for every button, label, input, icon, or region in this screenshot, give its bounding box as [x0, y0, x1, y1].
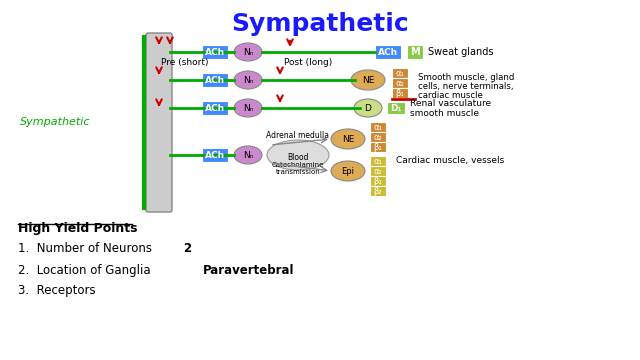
Text: cardiac muscle: cardiac muscle [418, 90, 483, 99]
Text: ACh: ACh [205, 48, 225, 57]
Text: D: D [365, 104, 371, 112]
Ellipse shape [354, 99, 382, 117]
Ellipse shape [267, 140, 329, 170]
Text: NE: NE [362, 76, 374, 85]
FancyBboxPatch shape [202, 73, 228, 87]
Text: ACh: ACh [378, 48, 398, 57]
Text: β₁: β₁ [374, 143, 382, 152]
FancyBboxPatch shape [392, 88, 408, 98]
Text: β₁: β₁ [396, 89, 404, 98]
FancyBboxPatch shape [146, 33, 172, 212]
Text: Renal vasculature: Renal vasculature [410, 99, 491, 108]
Text: Blood: Blood [287, 153, 308, 162]
Text: D₁: D₁ [390, 104, 402, 112]
Text: β₁: β₁ [374, 176, 382, 185]
Text: NE: NE [342, 135, 354, 144]
Ellipse shape [234, 43, 262, 61]
Text: α₂: α₂ [374, 166, 382, 176]
Text: Paravertebral: Paravertebral [203, 264, 294, 277]
Text: 2.  Location of Ganglia: 2. Location of Ganglia [18, 264, 150, 277]
Text: cells, nerve terminals,: cells, nerve terminals, [418, 81, 513, 90]
Ellipse shape [331, 161, 365, 181]
Text: α₁: α₁ [374, 122, 383, 131]
FancyBboxPatch shape [370, 166, 386, 176]
Text: M: M [410, 47, 420, 57]
Text: transmission: transmission [276, 169, 321, 175]
Text: 2: 2 [183, 242, 191, 255]
FancyBboxPatch shape [370, 142, 386, 152]
Text: β₂: β₂ [374, 186, 382, 195]
Text: Sympathetic: Sympathetic [20, 117, 90, 127]
Text: α₁: α₁ [374, 157, 383, 166]
FancyBboxPatch shape [392, 78, 408, 88]
FancyBboxPatch shape [370, 132, 386, 142]
Text: Sympathetic: Sympathetic [231, 12, 409, 36]
FancyBboxPatch shape [375, 45, 401, 59]
Text: α₂: α₂ [396, 78, 404, 87]
FancyBboxPatch shape [202, 148, 228, 162]
Text: Adrenal medulla: Adrenal medulla [266, 131, 330, 140]
Text: Nₙ: Nₙ [243, 104, 253, 112]
Ellipse shape [234, 99, 262, 117]
Text: α₁: α₁ [396, 68, 404, 77]
Text: ACh: ACh [205, 76, 225, 85]
FancyBboxPatch shape [370, 156, 386, 166]
FancyBboxPatch shape [370, 176, 386, 186]
Text: High Yield Points: High Yield Points [18, 222, 138, 235]
Ellipse shape [331, 129, 365, 149]
Ellipse shape [351, 70, 385, 90]
Text: 3.  Receptors: 3. Receptors [18, 284, 95, 297]
FancyBboxPatch shape [370, 186, 386, 196]
Text: ACh: ACh [205, 150, 225, 159]
FancyBboxPatch shape [202, 101, 228, 115]
Text: Sweat glands: Sweat glands [428, 47, 493, 57]
Text: Post (long): Post (long) [284, 58, 332, 67]
FancyBboxPatch shape [392, 68, 408, 78]
Text: Smooth muscle, gland: Smooth muscle, gland [418, 72, 515, 81]
Ellipse shape [234, 71, 262, 89]
Text: Nₙ: Nₙ [243, 48, 253, 57]
Text: smooth muscle: smooth muscle [410, 108, 479, 117]
Text: Pre (short): Pre (short) [161, 58, 209, 67]
Text: Epi: Epi [342, 166, 355, 176]
Text: 1.  Number of Neurons: 1. Number of Neurons [18, 242, 152, 255]
Text: Nₙ: Nₙ [243, 76, 253, 85]
Text: α₂: α₂ [374, 132, 382, 141]
FancyBboxPatch shape [387, 102, 405, 114]
Text: ACh: ACh [205, 104, 225, 112]
Text: Cardiac muscle, vessels: Cardiac muscle, vessels [396, 156, 504, 165]
Text: Catecholamine: Catecholamine [272, 162, 324, 168]
Ellipse shape [234, 146, 262, 164]
FancyBboxPatch shape [407, 45, 423, 59]
Text: Nₙ: Nₙ [243, 150, 253, 159]
FancyBboxPatch shape [202, 45, 228, 59]
FancyBboxPatch shape [370, 122, 386, 132]
